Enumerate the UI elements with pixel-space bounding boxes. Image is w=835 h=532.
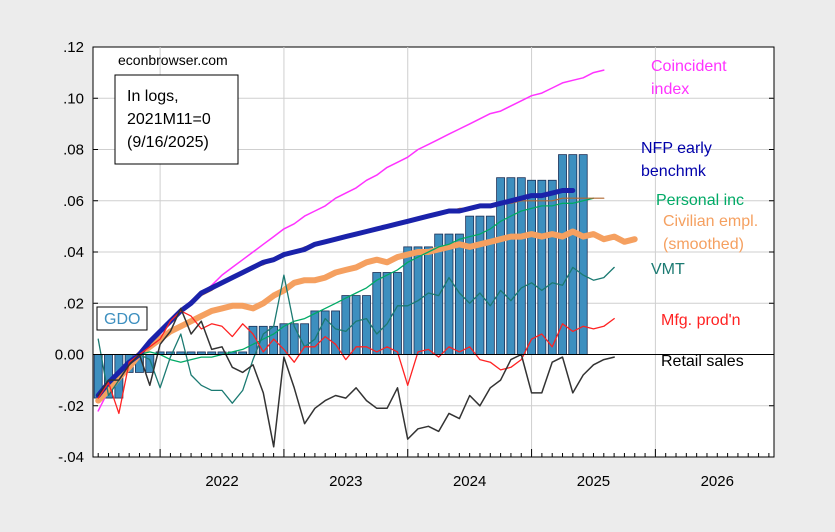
gdo-bar xyxy=(382,272,392,355)
gdo-bar xyxy=(475,215,485,355)
source-label: econbrowser.com xyxy=(118,52,228,68)
y-tick-label: .10 xyxy=(63,90,84,107)
y-tick-label: .06 xyxy=(63,193,84,210)
label-vmt: VMT xyxy=(651,261,685,278)
gdo-bar xyxy=(372,272,382,355)
gdo-bar xyxy=(527,179,536,355)
x-tick-label: 2024 xyxy=(453,473,486,490)
note-line-3: (9/16/2025) xyxy=(127,134,209,151)
gdo-legend-box: GDO xyxy=(96,306,148,331)
label-nfp-early-benchmk: NFP early xyxy=(641,140,712,157)
label-civilian-empl-smoothed: (smoothed) xyxy=(663,236,744,253)
y-axis-ticks: .12 .10 .08 .06 .04 .02 0.00 -.02 -.04 xyxy=(55,39,774,466)
note-box: In logs, 2021M11=0 (9/16/2025) xyxy=(114,74,239,165)
label-retail-sales: Retail sales xyxy=(661,353,744,370)
gdo-bar xyxy=(485,215,495,355)
x-axis-ticks: 2022 2023 2024 2025 2026 xyxy=(97,449,770,490)
line-personal-inc xyxy=(97,197,595,397)
y-tick-label: -.04 xyxy=(58,449,84,466)
gdo-bar xyxy=(289,323,299,355)
y-tick-label: 0.00 xyxy=(55,347,84,364)
gdo-bar xyxy=(578,154,588,355)
y-tick-label: .12 xyxy=(63,39,84,56)
gdo-bar xyxy=(269,325,279,355)
line-mfg-prod-n xyxy=(97,310,615,415)
line-retail-sales xyxy=(97,307,615,448)
label-civilian-empl-smoothed: Civilian empl. xyxy=(663,213,758,230)
gdo-bar xyxy=(351,295,361,355)
gdo-bar xyxy=(454,233,464,355)
gdo-bar xyxy=(516,177,526,355)
gdo-bar xyxy=(320,310,330,355)
label-coincident-index: Coincident xyxy=(651,58,727,75)
gdo-bar xyxy=(341,295,351,355)
gdo-bar xyxy=(568,154,578,355)
gdo-bar xyxy=(362,295,371,355)
note-line-2: 2021M11=0 xyxy=(127,111,211,128)
label-nfp-early-benchmk: benchmk xyxy=(641,163,707,180)
x-tick-label: 2023 xyxy=(329,473,362,490)
series-labels: Coincident index Civilian empl. (smoothed) P… xyxy=(641,58,758,370)
label-coincident-index: index xyxy=(651,81,689,98)
gdo-bar xyxy=(145,354,155,373)
x-tick-label: 2022 xyxy=(205,473,238,490)
note-line-1: In logs, xyxy=(127,88,179,105)
x-tick-label: 2026 xyxy=(701,473,734,490)
gdo-bar xyxy=(444,233,454,355)
gdo-bar xyxy=(423,246,433,355)
x-tick-label: 2025 xyxy=(577,473,610,490)
label-personal-inc: Personal inc xyxy=(656,192,744,209)
gdo-bar xyxy=(506,177,516,355)
y-tick-label: .04 xyxy=(63,244,84,261)
y-tick-label: -.02 xyxy=(58,398,84,415)
label-mfg-prod-n: Mfg. prod'n xyxy=(661,312,741,329)
line-civilian-empl-smoothed xyxy=(95,228,638,404)
y-tick-label: .02 xyxy=(63,295,84,312)
gdo-label: GDO xyxy=(104,311,140,328)
series-lines xyxy=(95,69,638,448)
line-vmt xyxy=(97,266,615,404)
y-tick-label: .08 xyxy=(63,142,84,159)
gdo-bar xyxy=(393,272,402,355)
